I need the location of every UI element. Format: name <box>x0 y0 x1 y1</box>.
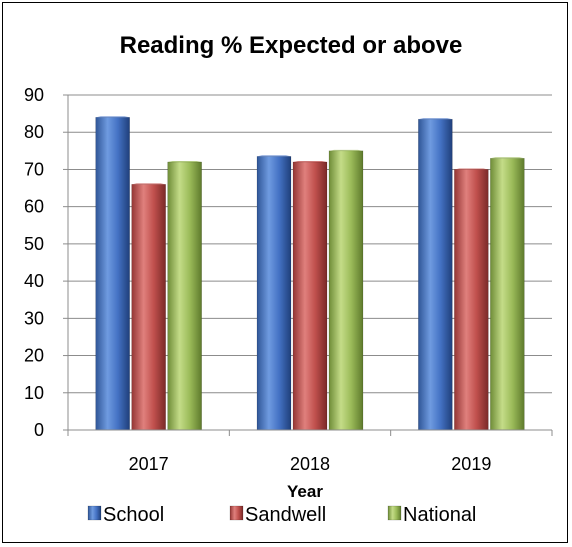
legend-swatch <box>229 505 244 521</box>
bar-top <box>257 155 291 157</box>
y-tick-label: 50 <box>24 234 44 254</box>
bar-body <box>131 184 166 431</box>
y-tick-label: 70 <box>24 159 44 179</box>
legend-label: National <box>403 504 476 526</box>
bar-top <box>293 161 327 162</box>
chart-title: Reading % Expected or above <box>120 32 463 59</box>
y-tick-label: 40 <box>24 271 44 291</box>
bar-body <box>167 161 202 431</box>
bar-body <box>328 150 364 431</box>
x-axis-label: Year <box>287 482 323 501</box>
x-tick-label: 2019 <box>451 454 491 474</box>
legend-label: Sandwell <box>245 504 326 526</box>
bar-top <box>95 116 130 118</box>
y-axis: 0 10 20 30 40 50 60 70 80 90 <box>24 85 69 440</box>
legend: School Sandwell National <box>87 504 476 526</box>
bar-body <box>418 118 453 431</box>
y-tick-label: 80 <box>24 122 44 142</box>
bar-body <box>256 156 292 431</box>
y-tick-label: 60 <box>24 197 44 217</box>
legend-item-school: School <box>87 504 164 526</box>
bar-national-2018 <box>328 149 364 431</box>
bar-national-2019 <box>490 157 525 431</box>
x-tick-label: 2018 <box>290 454 330 474</box>
bar-top <box>418 118 453 120</box>
y-tick-label: 10 <box>24 383 44 403</box>
bar-body <box>454 169 489 431</box>
bar-school-2018 <box>256 155 292 431</box>
bar-top <box>167 161 202 162</box>
bar-top <box>329 149 363 151</box>
legend-swatch <box>387 505 402 521</box>
bar-sandwell-2017 <box>131 183 166 431</box>
y-tick-label: 90 <box>24 85 44 105</box>
legend-item-national: National <box>387 504 476 526</box>
bar-sandwell-2019 <box>454 168 489 431</box>
legend-label: School <box>103 504 164 526</box>
x-axis: 2017 2018 2019 <box>67 429 553 474</box>
bar-top <box>490 157 525 159</box>
bar-national-2017 <box>167 161 202 431</box>
y-tick-label: 30 <box>24 308 44 328</box>
y-tick-label: 20 <box>24 346 44 366</box>
bar-school-2019 <box>418 118 453 431</box>
bar-sandwell-2018 <box>292 161 328 431</box>
bar-body <box>292 161 328 431</box>
bar-top <box>454 168 489 170</box>
legend-item-sandwell: Sandwell <box>229 504 326 526</box>
legend-swatch <box>87 505 102 521</box>
bars <box>95 116 525 431</box>
bar-body <box>95 117 130 431</box>
bar-school-2017 <box>95 116 130 431</box>
x-tick-label: 2017 <box>129 454 169 474</box>
y-tick-label: 0 <box>34 420 44 440</box>
bar-top <box>131 183 166 185</box>
bar-body <box>490 158 525 431</box>
